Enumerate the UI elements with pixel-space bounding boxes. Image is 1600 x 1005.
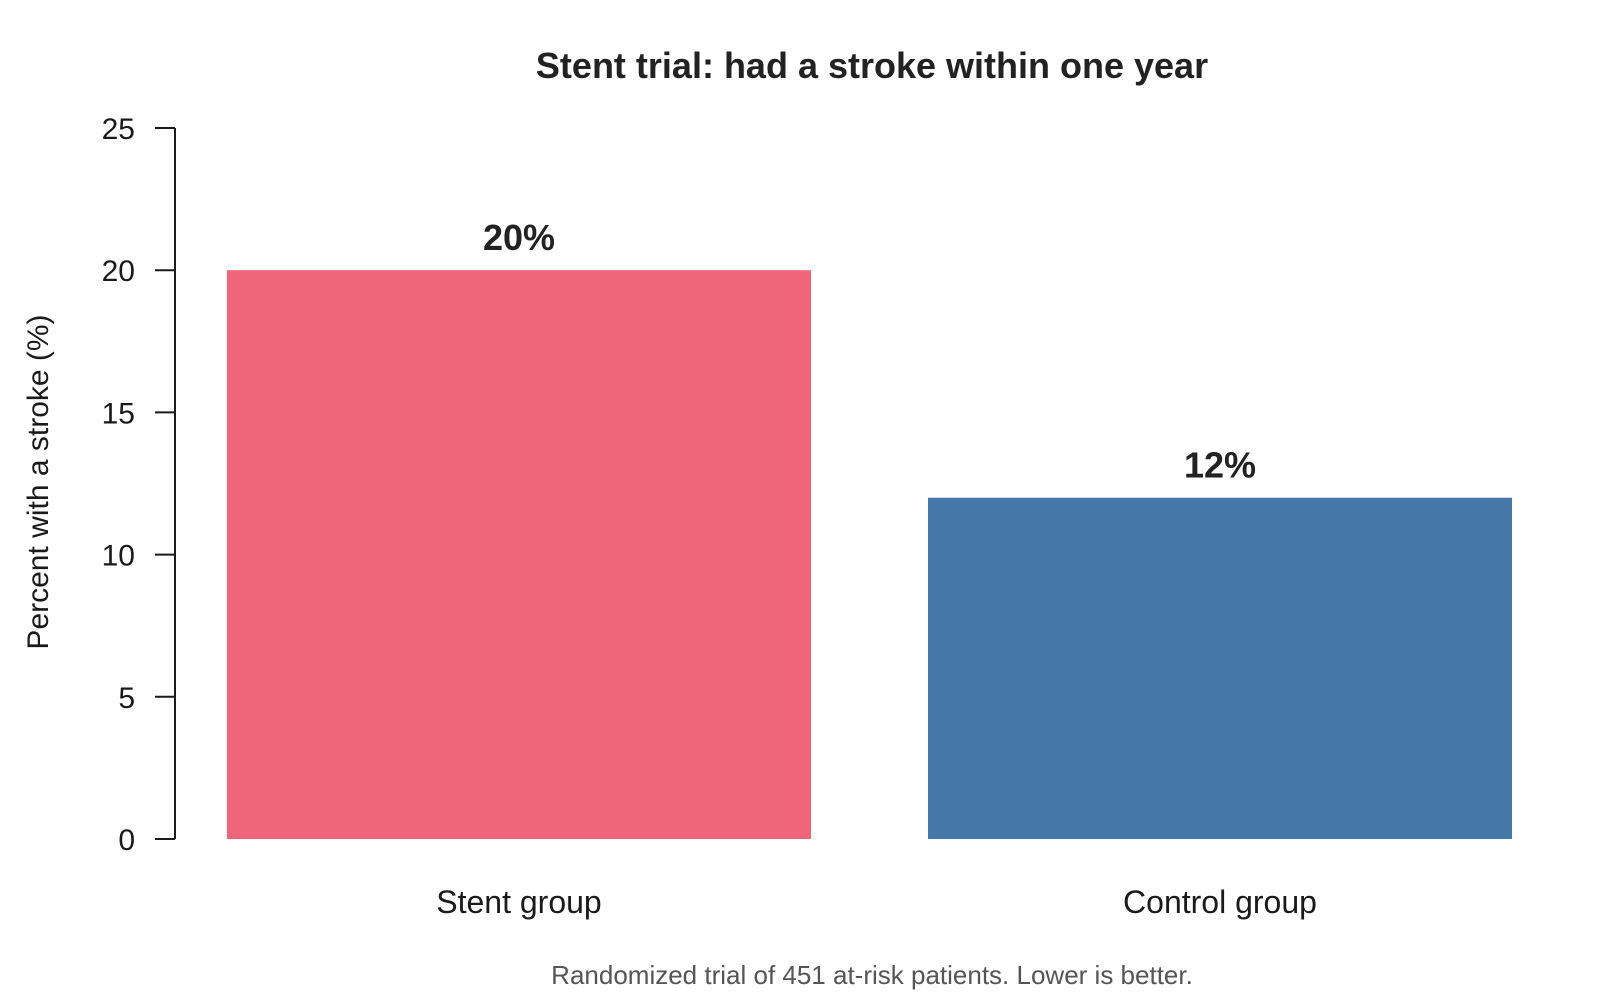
y-axis-title: Percent with a stroke (%) [22, 314, 55, 649]
y-tick-label: 0 [118, 824, 135, 857]
y-tick-label: 25 [102, 113, 135, 146]
y-tick-label: 5 [118, 682, 135, 715]
category-label: Control group [1123, 884, 1317, 920]
data-label: 20% [483, 217, 555, 258]
y-tick-label: 20 [102, 255, 135, 288]
chart-caption: Randomized trial of 451 at-risk patients… [551, 960, 1193, 990]
bar-stent-group [227, 270, 811, 839]
chart-title: Stent trial: had a stroke within one yea… [536, 45, 1208, 86]
category-labels-group: Stent group Control group [436, 884, 1317, 920]
y-axis: 0 5 10 15 20 25 [102, 113, 176, 857]
bars-group [227, 270, 1512, 839]
data-label: 12% [1184, 445, 1256, 486]
category-label: Stent group [436, 884, 601, 920]
y-tick-label: 10 [102, 540, 135, 573]
bar-control-group [928, 497, 1512, 839]
y-tick-label: 15 [102, 397, 135, 430]
data-labels-group: 20% 12% [483, 217, 1256, 486]
